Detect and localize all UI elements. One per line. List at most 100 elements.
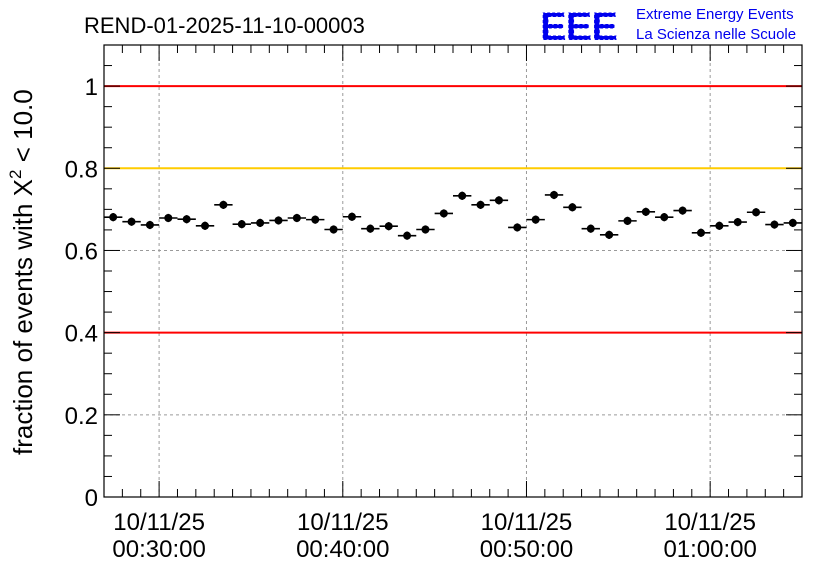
eee-logo-mark: EEE EEE <box>540 5 619 50</box>
data-marker <box>347 212 356 221</box>
data-point <box>140 220 160 230</box>
x-tick-label-date: 10/11/25 <box>297 509 389 536</box>
data-point <box>508 223 527 232</box>
data-marker <box>733 218 742 227</box>
data-point <box>728 217 747 227</box>
logo-line-1: Extreme Energy Events <box>636 6 794 23</box>
data-point <box>746 208 766 217</box>
data-point <box>563 203 582 212</box>
y-tick-label: 0.2 <box>65 403 98 430</box>
data-marker <box>292 213 301 222</box>
data-marker <box>494 196 503 205</box>
y-axis-label: fraction of events with Χ2 < 10.0 <box>6 89 38 455</box>
chart-title: REND-01-2025-11-10-00003 <box>84 13 365 38</box>
data-point <box>783 218 802 228</box>
data-point <box>636 207 656 216</box>
data-points <box>104 190 802 240</box>
data-marker <box>752 208 761 217</box>
data-point <box>765 220 784 229</box>
x-tick-label-time: 00:50:00 <box>480 536 573 563</box>
data-marker <box>201 221 210 230</box>
data-point <box>104 213 123 222</box>
data-point <box>287 213 307 223</box>
data-point <box>232 220 251 229</box>
data-marker <box>439 209 448 218</box>
data-point <box>177 215 196 224</box>
y-tick-label: 0.6 <box>65 238 98 265</box>
data-marker <box>531 215 540 224</box>
data-marker <box>770 220 779 229</box>
data-point <box>122 217 141 226</box>
data-marker <box>476 200 485 209</box>
x-tick-label-date: 10/11/25 <box>113 509 205 536</box>
plot-frame <box>103 44 803 498</box>
data-marker <box>384 222 393 231</box>
data-point <box>489 196 509 205</box>
data-marker <box>164 213 173 222</box>
data-marker <box>623 216 632 225</box>
y-tick-label: 0.8 <box>65 156 98 183</box>
data-point <box>710 221 729 230</box>
svg-text:EEE: EEE <box>540 5 617 49</box>
data-marker <box>366 224 375 233</box>
data-marker <box>237 220 246 229</box>
data-marker <box>696 228 705 237</box>
data-point <box>691 228 711 237</box>
data-point <box>195 221 215 230</box>
data-marker <box>715 221 724 230</box>
data-point <box>526 215 545 224</box>
data-point <box>269 216 288 225</box>
data-point <box>361 224 380 233</box>
data-point <box>379 222 398 231</box>
x-tick-label-time: 01:00:00 <box>663 536 756 563</box>
data-marker <box>605 230 614 239</box>
y-tick-label: 0.4 <box>65 321 98 348</box>
data-point <box>342 212 362 221</box>
data-marker <box>641 207 650 216</box>
data-marker <box>586 224 595 233</box>
data-marker <box>513 223 522 232</box>
data-point <box>581 224 600 233</box>
data-point <box>324 225 343 234</box>
data-point <box>471 200 490 209</box>
data-point <box>159 213 178 223</box>
data-marker <box>182 215 191 224</box>
data-marker <box>127 217 136 226</box>
y-tick-label: 1 <box>85 74 98 101</box>
data-point <box>416 225 435 234</box>
data-point <box>655 213 674 222</box>
data-marker <box>311 215 320 224</box>
reference-lines <box>104 85 802 334</box>
axis-tick-labels: 00.20.40.60.8110/11/2500:30:0010/11/2500… <box>65 74 757 563</box>
data-point <box>453 191 472 200</box>
data-point <box>599 230 619 239</box>
data-marker <box>678 206 687 215</box>
logo-line-2: La Scienza nelle Scuole <box>636 26 796 43</box>
y-tick-label: 0 <box>85 485 98 512</box>
x-tick-label-time: 00:40:00 <box>296 536 389 563</box>
data-marker <box>329 225 338 234</box>
data-marker <box>421 225 430 234</box>
data-point <box>306 215 325 224</box>
data-marker <box>568 203 577 212</box>
x-tick-label-date: 10/11/25 <box>664 509 756 536</box>
x-tick-label-time: 00:30:00 <box>112 536 205 563</box>
data-point <box>673 206 692 215</box>
data-point <box>214 200 233 209</box>
data-point <box>250 218 270 228</box>
eee-logo: EEE EEE Extreme Energy Events La Scienza… <box>540 5 797 50</box>
data-marker <box>550 190 559 199</box>
x-tick-label-date: 10/11/25 <box>481 509 573 536</box>
svg-text:EEE: EEE <box>540 5 617 49</box>
data-marker <box>109 213 118 222</box>
data-marker <box>274 216 283 225</box>
data-marker <box>403 231 412 240</box>
data-point <box>434 209 453 218</box>
data-marker <box>660 213 669 222</box>
data-marker <box>788 218 797 227</box>
data-point <box>544 190 564 200</box>
axis-ticks <box>103 44 803 498</box>
grid <box>104 45 802 497</box>
data-marker <box>219 200 228 209</box>
